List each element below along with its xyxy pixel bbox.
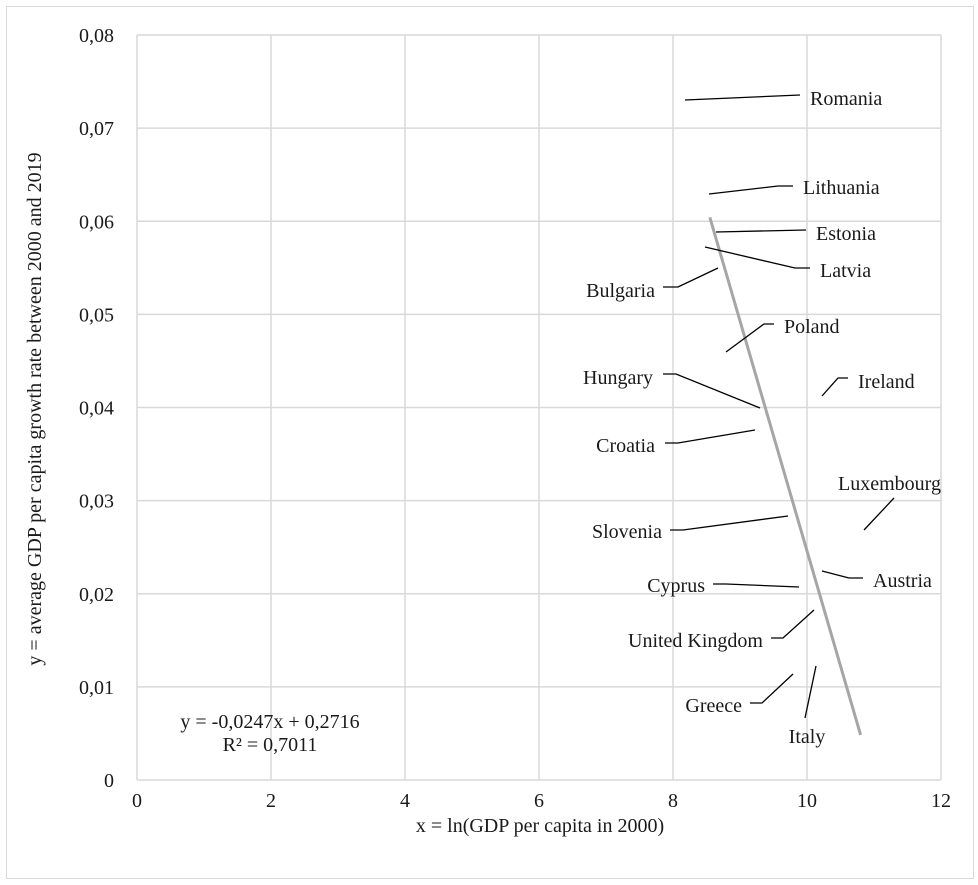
x-tick-label: 12 <box>931 790 951 812</box>
data-label: Estonia <box>816 223 876 245</box>
x-tick-label: 4 <box>400 790 410 812</box>
data-label: Bulgaria <box>586 280 655 302</box>
leader-line <box>750 673 794 704</box>
data-label: Croatia <box>596 435 655 457</box>
data-label: Latvia <box>820 260 871 282</box>
leader-line <box>663 373 761 409</box>
leader-line <box>684 94 801 101</box>
tick-labels: 0 2 4 6 8 10 12 0 0,01 0,02 0,03 0,04 0,05 0,06 0,07 0,… <box>79 25 951 812</box>
y-axis-title: y = average GDP per capita growth rate b… <box>24 152 46 665</box>
leader-line <box>708 185 793 195</box>
data-label: Luxembourg <box>838 473 941 495</box>
y-tick-label: 0,08 <box>79 25 114 47</box>
leader-lines <box>663 94 895 719</box>
y-tick-label: 0,05 <box>79 304 114 326</box>
y-tick-label: 0,03 <box>79 491 114 513</box>
leader-line <box>670 515 789 531</box>
y-tick-label: 0,02 <box>79 584 114 606</box>
data-label: Italy <box>789 726 826 748</box>
data-label: Ireland <box>858 371 915 393</box>
data-label: Greece <box>685 695 742 717</box>
x-tick-label: 6 <box>534 790 544 812</box>
data-labels: Romania Lithuania Estonia Latvia Bulgaria Pol… <box>583 88 941 748</box>
x-tick-label: 8 <box>668 790 678 812</box>
y-tick-label: 0,07 <box>79 118 114 140</box>
trendline-r-squared: R² = 0,7011 <box>223 734 318 756</box>
leader-line <box>713 583 800 588</box>
leader-line <box>804 665 817 719</box>
leader-line <box>821 570 863 579</box>
leader-line <box>863 497 895 531</box>
leader-line <box>725 323 774 353</box>
data-label: Cyprus <box>647 575 705 597</box>
chart-area <box>6 6 974 879</box>
trendline <box>708 216 863 736</box>
y-tick-label: 0,01 <box>79 677 114 699</box>
data-label: United Kingdom <box>628 630 763 652</box>
data-label: Lithuania <box>803 177 880 199</box>
x-tick-label: 0 <box>132 790 142 812</box>
trendline-equation: y = -0,0247x + 0,2716 <box>180 711 359 733</box>
data-label: Hungary <box>583 367 653 389</box>
leader-line <box>821 377 848 397</box>
linear-trendline <box>708 216 863 736</box>
leader-line <box>663 267 719 288</box>
y-tick-label: 0,06 <box>79 211 114 233</box>
gridlines <box>136 34 942 781</box>
data-label: Austria <box>873 570 932 592</box>
y-tick-label: 0 <box>104 770 114 792</box>
leader-line <box>715 229 807 233</box>
leader-line <box>704 246 810 269</box>
leader-line <box>665 429 756 444</box>
data-label: Romania <box>810 88 882 110</box>
data-label: Slovenia <box>592 521 662 543</box>
y-tick-label: 0,04 <box>79 398 114 420</box>
data-label: Poland <box>784 316 840 338</box>
x-tick-label: 2 <box>266 790 276 812</box>
leader-line <box>771 609 815 639</box>
x-tick-label: 10 <box>797 790 817 812</box>
x-axis-title: x = ln(GDP per capita in 2000) <box>416 815 664 837</box>
